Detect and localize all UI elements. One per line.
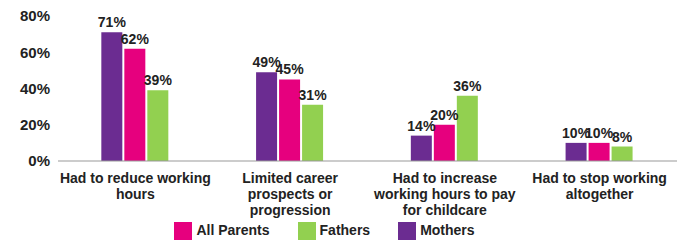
svg-text:71%: 71% [98,14,127,30]
svg-text:31%: 31% [299,87,328,103]
svg-text:49%: 49% [252,54,281,71]
svg-text:36%: 36% [453,78,482,94]
svg-text:10%: 10% [562,124,591,141]
svg-text:10%: 10% [585,125,614,141]
svg-text:45%: 45% [276,61,305,77]
svg-text:Had to stop workingaltogether: Had to stop workingaltogether [532,170,667,202]
svg-text:8%: 8% [612,129,633,145]
svg-text:60%: 60% [20,44,50,61]
svg-text:20%: 20% [20,116,50,133]
svg-text:39%: 39% [144,72,173,88]
html-text:All Parents: All Parents [196,222,270,238]
svg-text:0%: 0% [28,152,50,169]
svg-text:Had to increaseworking hours t: Had to increaseworking hours to payfor c… [373,170,516,218]
svg-text:62%: 62% [121,31,150,47]
svg-text:20%: 20% [430,107,459,123]
svg-text:Had to reduce workinghours: Had to reduce workinghours [60,170,211,202]
svg-text:14%: 14% [407,117,436,134]
svg-text:80%: 80% [20,7,50,24]
svg-text:Limited careerprospects orprog: Limited careerprospects orprogression [242,170,338,218]
html-text:Fathers: Fathers [319,222,371,238]
svg-text:40%: 40% [20,80,50,97]
html-text:Mothers: Mothers [420,222,475,238]
